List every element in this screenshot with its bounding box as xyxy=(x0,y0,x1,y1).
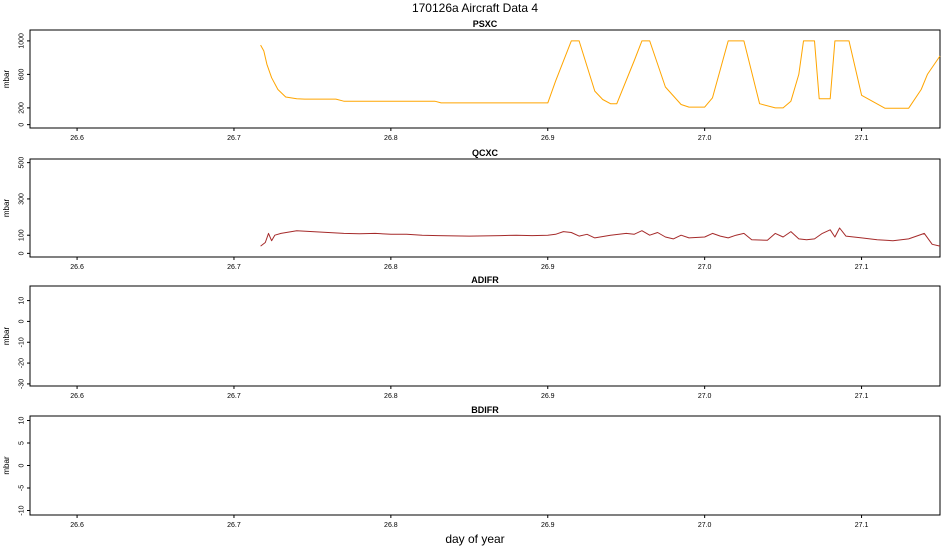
x-tick-label: 27.0 xyxy=(698,522,712,529)
y-tick-label: 300 xyxy=(19,193,26,205)
x-tick-label: 26.8 xyxy=(384,393,398,400)
x-tick-label: 26.6 xyxy=(70,393,84,400)
y-tick-label: -20 xyxy=(19,358,26,368)
y-tick-label: 5 xyxy=(19,441,26,445)
y-tick-label: -10 xyxy=(19,505,26,515)
y-tick-label: 0 xyxy=(19,123,26,127)
y-tick-label: -10 xyxy=(19,337,26,347)
series-line-psxc xyxy=(260,40,941,109)
plot-frame xyxy=(29,158,941,258)
x-tick-label: 26.6 xyxy=(70,135,84,142)
x-tick-label: 26.6 xyxy=(70,522,84,529)
y-tick-label: 10 xyxy=(19,297,26,305)
x-tick-label: 26.8 xyxy=(384,135,398,142)
x-tick-label: 27.1 xyxy=(855,135,869,142)
x-tick-label: 27.1 xyxy=(855,264,869,271)
x-tick-label: 26.9 xyxy=(541,393,555,400)
panel-adifr: ADIFR mbar 26.6 26.7 26.8 26.9 27.0 27.1 -30 -20 -… xyxy=(2,275,941,400)
x-tick-label: 26.8 xyxy=(384,522,398,529)
y-tick-label: 0 xyxy=(19,251,26,255)
y-axis-label: mbar xyxy=(2,327,11,346)
x-tick-label: 26.8 xyxy=(384,264,398,271)
y-tick-label: 500 xyxy=(19,157,26,169)
x-tick-label: 27.0 xyxy=(698,393,712,400)
x-tick-label: 26.6 xyxy=(70,264,84,271)
y-tick-label: 600 xyxy=(19,68,26,80)
series-line-qcxc xyxy=(260,227,941,247)
x-tick-label: 26.9 xyxy=(541,522,555,529)
y-axis-label: mbar xyxy=(2,456,11,475)
panel-title: ADIFR xyxy=(471,275,499,285)
y-axis-label: mbar xyxy=(2,199,11,218)
y-tick-label: 0 xyxy=(19,319,26,323)
y-tick-label: 1000 xyxy=(19,33,26,49)
y-tick-label: 10 xyxy=(19,417,26,425)
plot-frame xyxy=(29,29,941,129)
x-axis-label: day of year xyxy=(445,532,504,546)
x-tick-label: 26.7 xyxy=(227,264,241,271)
panel-title: BDIFR xyxy=(471,405,499,415)
panel-title: PSXC xyxy=(473,19,498,29)
x-tick-label: 26.7 xyxy=(227,522,241,529)
x-tick-label: 27.0 xyxy=(698,264,712,271)
plot-frame xyxy=(29,285,941,387)
plot-frame xyxy=(29,415,941,516)
x-tick-label: 26.7 xyxy=(227,393,241,400)
x-tick-label: 27.0 xyxy=(698,135,712,142)
panel-qcxc: QCXC mbar 26.6 26.7 26.8 26.9 27.0 27.1 0 100 300 5… xyxy=(2,148,941,271)
y-tick-label: 0 xyxy=(19,463,26,467)
x-tick-label: 26.9 xyxy=(541,264,555,271)
panel-bdifr: BDIFR mbar 26.6 26.7 26.8 26.9 27.0 27.1 -10 -5 0 5… xyxy=(2,405,941,529)
x-tick-label: 26.9 xyxy=(541,135,555,142)
panel-title: QCXC xyxy=(472,148,499,158)
x-tick-label: 26.7 xyxy=(227,135,241,142)
y-tick-label: -5 xyxy=(19,485,26,491)
x-tick-label: 27.1 xyxy=(855,522,869,529)
y-tick-label: -30 xyxy=(19,379,26,389)
y-axis-label: mbar xyxy=(2,70,11,89)
y-tick-label: 200 xyxy=(19,102,26,114)
x-tick-label: 27.1 xyxy=(855,393,869,400)
figure-title: 170126a Aircraft Data 4 xyxy=(412,1,538,15)
y-tick-label: 100 xyxy=(19,229,26,241)
panel-psxc: PSXC mbar 26.6 26.7 26.8 26.9 27.0 27.1 0 200 600 1… xyxy=(2,19,941,142)
